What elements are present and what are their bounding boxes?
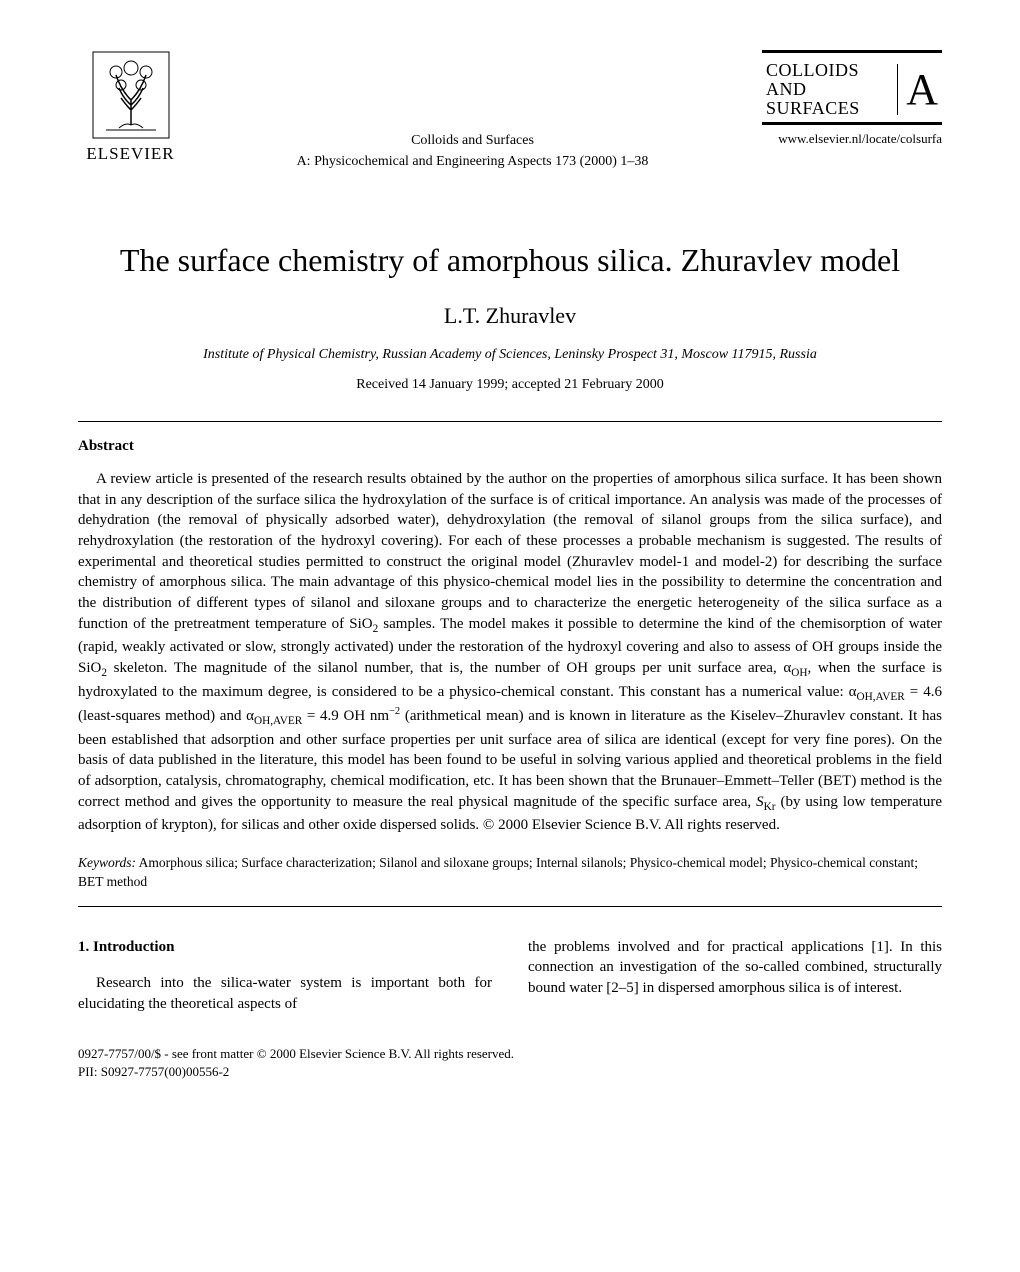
journal-name: Colloids and Surfaces [183,130,762,151]
copyright-line: 0927-7757/00/$ - see front matter © 2000… [78,1045,942,1063]
journal-url: www.elsevier.nl/locate/colsurfa [762,131,942,147]
abstract-body: A review article is presented of the res… [78,469,942,836]
page-header: ELSEVIER Colloids and Surfaces A: Physic… [78,50,942,172]
section-heading-intro: 1. Introduction [78,937,492,958]
elsevier-text: ELSEVIER [86,144,174,164]
intro-paragraph-left: Research into the silica-water system is… [78,973,492,1014]
body-columns: 1. Introduction Research into the silica… [78,937,942,1015]
column-left: 1. Introduction Research into the silica… [78,937,492,1015]
article-title: The surface chemistry of amorphous silic… [78,242,942,279]
article-affiliation: Institute of Physical Chemistry, Russian… [78,347,942,363]
journal-logo: COLLOIDS AND SURFACES A www.elsevier.nl/… [762,50,942,147]
divider [78,906,942,907]
elsevier-tree-icon [91,50,171,140]
series-letter: A [897,64,938,115]
article-dates: Received 14 January 1999; accepted 21 Fe… [78,377,942,393]
keywords-content: Amorphous silica; Surface characterizati… [78,855,918,889]
journal-reference: Colloids and Surfaces A: Physicochemical… [183,50,762,172]
colloids-wordmark: COLLOIDS AND SURFACES [766,61,860,118]
page-footer: 0927-7757/00/$ - see front matter © 2000… [78,1045,942,1081]
divider [78,421,942,422]
abstract-heading: Abstract [78,438,942,455]
pii-line: PII: S0927-7757(00)00556-2 [78,1063,942,1081]
keywords-label: Keywords: [78,855,136,870]
journal-logo-box: COLLOIDS AND SURFACES A [762,50,942,125]
column-right: the problems involved and for practical … [528,937,942,1015]
keywords: Keywords: Amorphous silica; Surface char… [78,854,942,892]
elsevier-logo: ELSEVIER [78,50,183,164]
intro-paragraph-right: the problems involved and for practical … [528,937,942,999]
journal-citation: A: Physicochemical and Engineering Aspec… [183,151,762,172]
article-author: L.T. Zhuravlev [78,303,942,329]
